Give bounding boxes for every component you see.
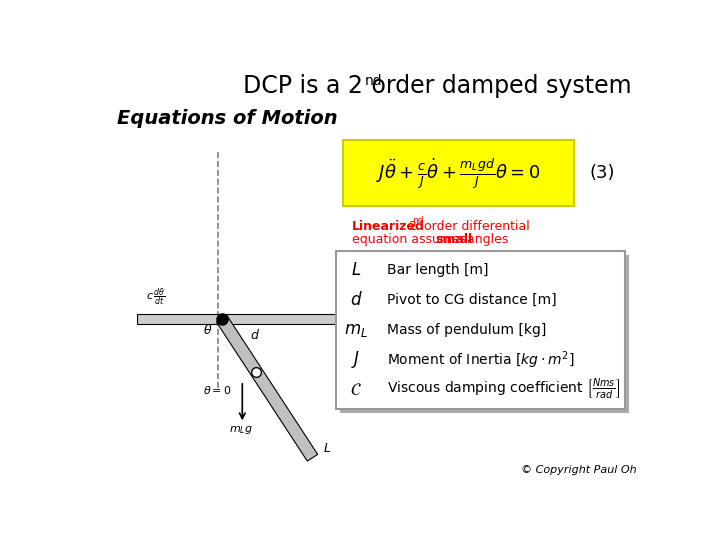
Text: nd: nd bbox=[413, 217, 424, 226]
Text: $m_L$: $m_L$ bbox=[344, 321, 368, 339]
Text: Bar length [m]: Bar length [m] bbox=[387, 264, 488, 278]
Text: d: d bbox=[251, 329, 258, 342]
Text: L: L bbox=[323, 442, 330, 455]
Text: Linearized: Linearized bbox=[352, 220, 425, 233]
Text: order damped system: order damped system bbox=[364, 75, 632, 98]
Polygon shape bbox=[217, 315, 318, 461]
Text: $m_L g$: $m_L g$ bbox=[229, 424, 253, 436]
Text: Equations of Motion: Equations of Motion bbox=[117, 109, 338, 128]
Text: © Copyright Paul Oh: © Copyright Paul Oh bbox=[521, 465, 636, 475]
Text: angles: angles bbox=[463, 233, 508, 246]
Bar bbox=[137, 314, 400, 325]
Text: $\theta$: $\theta$ bbox=[203, 323, 212, 338]
Text: $d$: $d$ bbox=[349, 291, 362, 309]
Text: Moment of Inertia $[kg \cdot m^2]$: Moment of Inertia $[kg \cdot m^2]$ bbox=[387, 349, 575, 370]
Text: $\mathcal{C}$: $\mathcal{C}$ bbox=[350, 381, 361, 399]
Text: DCP is a 2: DCP is a 2 bbox=[243, 75, 363, 98]
Text: $J$: $J$ bbox=[351, 349, 361, 370]
Text: Viscous damping coefficient $\left[\frac{Nms}{rad}\right]$: Viscous damping coefficient $\left[\frac… bbox=[387, 377, 621, 402]
Text: order differential: order differential bbox=[420, 220, 530, 233]
Text: Mass of pendulum [kg]: Mass of pendulum [kg] bbox=[387, 323, 546, 337]
Text: $c\,\frac{d\theta}{dt}$: $c\,\frac{d\theta}{dt}$ bbox=[145, 287, 166, 308]
Text: nd: nd bbox=[364, 74, 382, 88]
Text: Pivot to CG distance [m]: Pivot to CG distance [m] bbox=[387, 293, 557, 307]
Text: $L$: $L$ bbox=[351, 261, 361, 280]
FancyBboxPatch shape bbox=[341, 255, 629, 413]
Text: small: small bbox=[436, 233, 473, 246]
Text: 2: 2 bbox=[408, 220, 415, 233]
Text: $\theta = 0$: $\theta = 0$ bbox=[204, 384, 233, 396]
Text: $J\ddot{\theta} + \frac{c}{J}\dot{\theta} + \frac{m_L g d}{J}\theta = 0$: $J\ddot{\theta} + \frac{c}{J}\dot{\theta… bbox=[376, 156, 541, 191]
Text: equation assumes: equation assumes bbox=[352, 233, 470, 246]
Text: (3): (3) bbox=[590, 164, 615, 183]
FancyBboxPatch shape bbox=[343, 140, 575, 206]
FancyBboxPatch shape bbox=[336, 251, 625, 409]
